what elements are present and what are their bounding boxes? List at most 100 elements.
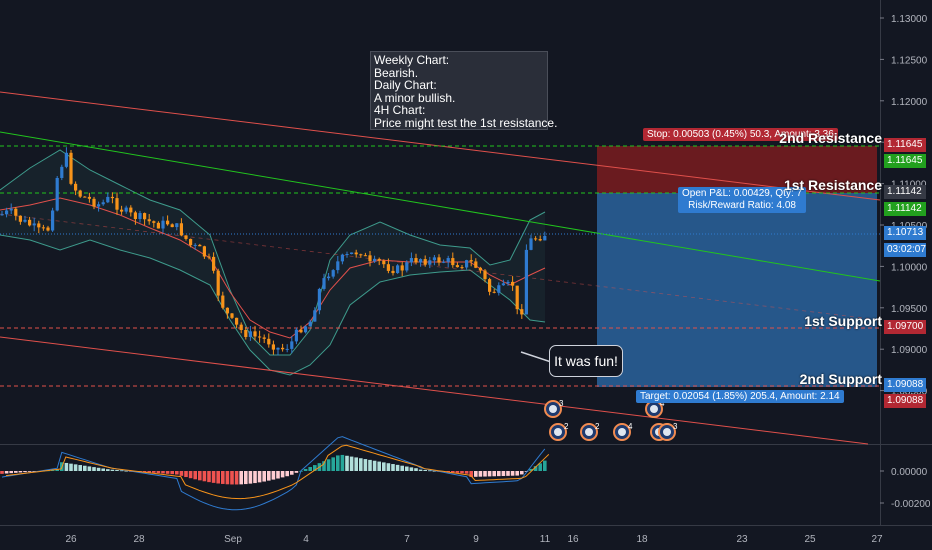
candle-body[interactable] — [322, 278, 326, 289]
candle-body[interactable] — [488, 279, 492, 292]
candle-body[interactable] — [69, 152, 73, 184]
candle-body[interactable] — [97, 204, 101, 207]
candle-body[interactable] — [184, 235, 188, 239]
candle-body[interactable] — [143, 213, 147, 220]
candle-body[interactable] — [455, 265, 459, 268]
candle-body[interactable] — [285, 348, 289, 350]
candle-body[interactable] — [299, 329, 303, 333]
candle-body[interactable] — [110, 196, 114, 199]
candle-body[interactable] — [271, 344, 275, 350]
candle-body[interactable] — [520, 309, 524, 315]
candle-body[interactable] — [313, 310, 317, 322]
candle-body[interactable] — [152, 221, 156, 223]
candle-body[interactable] — [474, 261, 478, 268]
candle-body[interactable] — [469, 260, 473, 262]
candle-body[interactable] — [529, 238, 533, 250]
pnl-label[interactable]: Open P&L: 0.00429, Qty: 7 Risk/Reward Ra… — [678, 187, 807, 213]
candle-body[interactable] — [506, 281, 510, 284]
candle-body[interactable] — [23, 219, 27, 222]
label-s1[interactable]: 1st Support — [804, 313, 882, 329]
candle-body[interactable] — [442, 261, 446, 263]
analysis-note[interactable]: Weekly Chart: Bearish. Daily Chart: A mi… — [370, 51, 557, 130]
candle-body[interactable] — [543, 235, 547, 241]
candle-body[interactable] — [106, 196, 110, 203]
candle-body[interactable] — [478, 267, 482, 271]
candle-body[interactable] — [331, 270, 335, 277]
candle-body[interactable] — [244, 329, 248, 337]
candle-body[interactable] — [41, 227, 45, 229]
candle-body[interactable] — [317, 288, 321, 311]
upper-channel-line[interactable] — [0, 91, 881, 201]
candle-body[interactable] — [386, 264, 390, 271]
candle-body[interactable] — [359, 254, 363, 256]
candle-body[interactable] — [87, 196, 91, 199]
candle-body[interactable] — [258, 336, 262, 338]
candle-body[interactable] — [308, 321, 312, 327]
candle-body[interactable] — [115, 198, 119, 210]
candle-body[interactable] — [156, 222, 160, 229]
candle-body[interactable] — [340, 254, 344, 262]
target-zone[interactable] — [597, 193, 877, 387]
label-r2[interactable]: 2nd Resistance — [779, 130, 882, 146]
candle-body[interactable] — [538, 239, 542, 241]
candle-body[interactable] — [207, 256, 211, 258]
candle-body[interactable] — [524, 249, 528, 315]
candle-body[interactable] — [290, 341, 294, 349]
candle-body[interactable] — [216, 270, 220, 296]
candle-body[interactable] — [460, 267, 464, 269]
target-label[interactable]: Target: 0.02054 (1.85%) 205.4, Amount: 2… — [636, 390, 844, 403]
lower-channel-line[interactable] — [0, 336, 869, 445]
candle-body[interactable] — [446, 258, 450, 262]
candle-body[interactable] — [9, 208, 13, 211]
candle-body[interactable] — [354, 252, 358, 255]
candle-body[interactable] — [120, 209, 124, 212]
candle-body[interactable] — [423, 259, 427, 265]
price-scale[interactable] — [880, 0, 932, 550]
candle-body[interactable] — [198, 244, 202, 247]
candle-body[interactable] — [124, 207, 128, 212]
candle-body[interactable] — [133, 212, 137, 219]
candle-body[interactable] — [294, 329, 298, 342]
candle-body[interactable] — [166, 220, 170, 225]
candle-body[interactable] — [497, 285, 501, 293]
candle-body[interactable] — [304, 326, 308, 333]
candle-body[interactable] — [83, 196, 87, 198]
candle-body[interactable] — [511, 281, 515, 286]
candle-body[interactable] — [92, 198, 96, 207]
candle-body[interactable] — [336, 261, 340, 271]
callout-bubble[interactable]: It was fun! — [549, 345, 623, 377]
candle-body[interactable] — [414, 258, 418, 263]
candle-body[interactable] — [230, 313, 234, 318]
candle-body[interactable] — [161, 220, 165, 229]
candle-body[interactable] — [281, 347, 285, 350]
candle-body[interactable] — [419, 259, 423, 263]
candle-body[interactable] — [432, 257, 436, 261]
candle-body[interactable] — [74, 183, 78, 191]
candle-body[interactable] — [534, 238, 538, 240]
candle-body[interactable] — [78, 190, 82, 197]
candle-body[interactable] — [147, 219, 151, 222]
candle-body[interactable] — [55, 177, 59, 211]
candle-body[interactable] — [221, 295, 225, 308]
candle-body[interactable] — [382, 260, 386, 265]
candle-body[interactable] — [451, 258, 455, 266]
candle-body[interactable] — [193, 244, 197, 246]
candle-body[interactable] — [368, 255, 372, 262]
candle-body[interactable] — [179, 223, 183, 236]
candle-body[interactable] — [138, 213, 142, 219]
candle-body[interactable] — [18, 215, 22, 222]
candle-body[interactable] — [501, 283, 505, 286]
candle-body[interactable] — [400, 265, 404, 271]
candle-body[interactable] — [129, 207, 133, 213]
candle-body[interactable] — [5, 210, 9, 215]
label-r1[interactable]: 1st Resistance — [783, 177, 882, 193]
candle-body[interactable] — [267, 338, 271, 345]
candle-body[interactable] — [64, 152, 68, 167]
candle-body[interactable] — [373, 258, 377, 262]
candle-body[interactable] — [409, 258, 413, 263]
candle-body[interactable] — [327, 276, 331, 279]
stop-label[interactable]: Stop: 0.00503 (0.45%) 50.3, Amount: 3.36 — [643, 128, 838, 141]
candle-body[interactable] — [0, 214, 4, 216]
candle-body[interactable] — [253, 331, 257, 337]
